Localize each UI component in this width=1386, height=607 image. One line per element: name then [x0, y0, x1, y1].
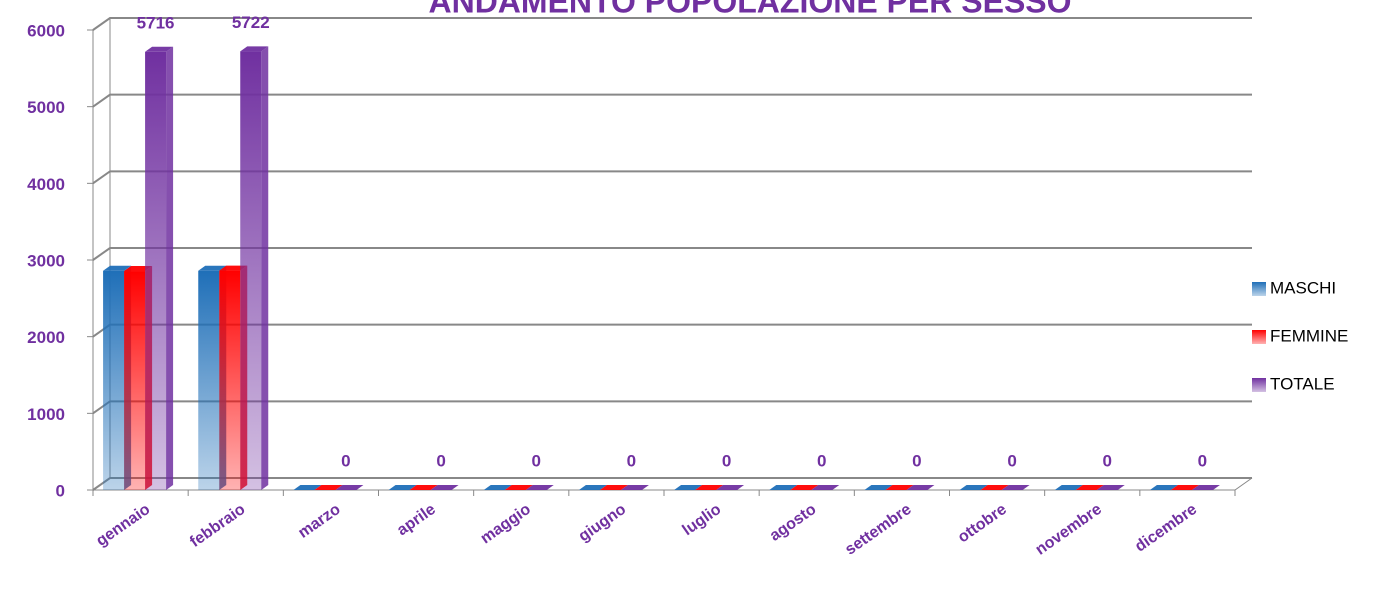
y-tick-label: 0	[56, 481, 65, 500]
x-tick-label: luglio	[680, 501, 725, 540]
bar	[198, 270, 220, 490]
data-label: 0	[912, 451, 921, 470]
data-label: 0	[817, 451, 826, 470]
bar-top	[716, 485, 745, 490]
bar-side	[261, 46, 269, 491]
bar-top	[674, 485, 703, 490]
bar-top	[483, 485, 512, 490]
bar-top	[980, 485, 1009, 490]
bar	[219, 270, 241, 490]
data-label: 0	[436, 451, 445, 470]
legend-swatch	[1252, 330, 1266, 344]
bar-top	[1149, 485, 1178, 490]
y-tick-label: 6000	[27, 21, 65, 40]
x-tick-label: settembre	[842, 501, 914, 559]
x-tick-label: agosto	[767, 501, 820, 545]
grid-line	[92, 93, 1252, 108]
bar-top	[1054, 485, 1083, 490]
bar-top	[790, 485, 819, 490]
bar-top	[578, 485, 607, 490]
bar-top	[1075, 485, 1104, 490]
legend-label: MASCHI	[1270, 278, 1336, 297]
y-tick-label: 2000	[27, 328, 65, 347]
x-tick-label: maggio	[478, 501, 535, 548]
bar-top	[103, 265, 132, 271]
bar-top	[769, 485, 798, 490]
y-tick-label: 1000	[27, 405, 65, 424]
bar-top	[906, 485, 935, 490]
bar-top	[1096, 485, 1125, 490]
bar-top	[864, 485, 893, 490]
bar-side	[166, 46, 174, 490]
bar-top	[1001, 485, 1030, 490]
bar-top	[314, 485, 343, 490]
data-label: 0	[1007, 451, 1016, 470]
bar-top	[811, 485, 840, 490]
chart-title: ANDAMENTO POPOLAZIONE PER SESSO	[428, 0, 1071, 19]
y-tick-label: 4000	[27, 175, 65, 194]
bar-top	[388, 485, 417, 490]
bar-top	[504, 485, 533, 490]
data-label: 5722	[232, 13, 270, 32]
bar	[103, 270, 125, 490]
legend-label: FEMMINE	[1270, 326, 1348, 345]
bar-top	[145, 46, 174, 52]
legend-swatch	[1252, 378, 1266, 392]
data-label: 0	[532, 451, 541, 470]
legend-swatch	[1252, 282, 1266, 296]
bar-top	[1191, 485, 1220, 490]
bar-top	[198, 265, 227, 271]
bar-top	[293, 485, 322, 490]
x-tick-label: dicembre	[1132, 501, 1200, 556]
x-tick-label: aprile	[394, 501, 439, 539]
bar-top	[620, 485, 649, 490]
bar-top	[599, 485, 628, 490]
data-label: 0	[1198, 451, 1207, 470]
bar-top	[409, 485, 438, 490]
x-tick-label: giugno	[576, 501, 630, 546]
bar-top	[240, 46, 269, 52]
grid-line	[92, 170, 1252, 185]
data-label: 5716	[137, 13, 175, 32]
data-label: 0	[722, 451, 731, 470]
data-label: 0	[627, 451, 636, 470]
bar-top	[525, 485, 554, 490]
x-tick-label: ottobre	[955, 501, 1010, 547]
bar-top	[335, 485, 364, 490]
y-tick-label: 5000	[27, 98, 65, 117]
data-label: 0	[1103, 451, 1112, 470]
x-tick-label: marzo	[295, 501, 344, 542]
bar-top	[885, 485, 914, 490]
bar	[145, 51, 167, 490]
grid-line	[92, 17, 1252, 31]
y-tick-label: 3000	[27, 251, 65, 270]
bar-top	[1170, 485, 1199, 490]
bar-top	[959, 485, 988, 490]
bar	[240, 51, 262, 491]
data-label: 0	[341, 451, 350, 470]
bar-top	[695, 485, 724, 490]
grid-line	[92, 247, 1252, 261]
legend-label: TOTALE	[1270, 374, 1335, 393]
x-tick-label: gennaio	[93, 501, 153, 550]
bar	[124, 271, 146, 490]
bar-top	[430, 485, 459, 490]
x-tick-label: novembre	[1033, 501, 1105, 559]
x-tick-label: febbraio	[187, 501, 249, 551]
